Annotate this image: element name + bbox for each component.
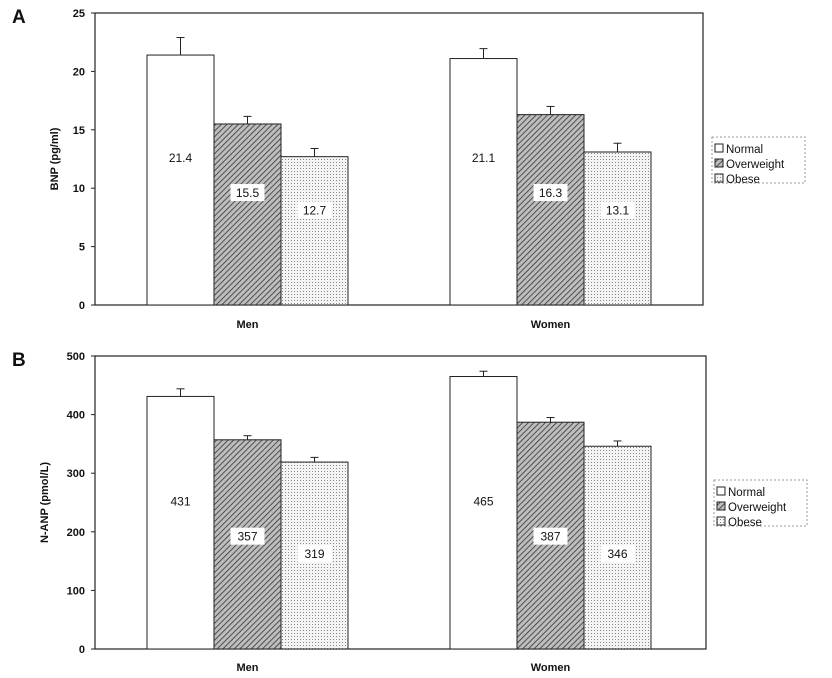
- legend-swatch: [714, 158, 724, 168]
- legend-swatch: [716, 501, 726, 511]
- data-label-bg: [600, 545, 635, 563]
- y-tick-label: 300: [67, 468, 85, 480]
- y-tick-label: 10: [73, 183, 85, 195]
- legend-label: Obese: [726, 174, 760, 186]
- bar-normal-men: 431: [146, 388, 215, 650]
- data-label-bg: [230, 184, 265, 202]
- bar: [516, 114, 585, 306]
- bar: [213, 123, 282, 306]
- data-label: 465: [473, 495, 493, 509]
- legend-label: Obese: [728, 517, 762, 529]
- bar-obese-women: 13.1: [583, 142, 652, 306]
- chart-panel-b: B 0 100 200 300 400 500 N-ANP (pmol/L) Men 431 357…: [12, 350, 808, 674]
- y-tick-label: 25: [73, 8, 85, 20]
- data-label-bg: [230, 527, 265, 545]
- data-label: 21.4: [169, 151, 193, 165]
- data-label-bg: [297, 545, 332, 563]
- y-tick-label: 0: [79, 300, 85, 312]
- legend-label: Overweight: [726, 159, 785, 171]
- data-label-bg: [533, 527, 568, 545]
- bar: [146, 54, 215, 306]
- legend-frame: [711, 136, 806, 184]
- bar-obese-women: 346: [583, 440, 652, 650]
- y-tick-label: 15: [73, 125, 85, 137]
- plot-frame: [94, 12, 704, 306]
- x-category-label: Men: [237, 319, 259, 331]
- legend: Normal Overweight Obese: [713, 479, 808, 529]
- legend: Normal Overweight Obese: [711, 136, 806, 186]
- data-label-bg: [600, 201, 635, 219]
- bar-normal-women: 21.1: [449, 48, 518, 306]
- panel-label: B: [12, 350, 26, 371]
- data-label: 13.1: [606, 204, 630, 218]
- y-tick-label: 400: [67, 410, 85, 422]
- data-label-bg: [297, 201, 332, 219]
- bar: [449, 376, 518, 650]
- y-tick-label: 5: [79, 242, 85, 254]
- data-label: 12.7: [303, 204, 327, 218]
- x-category-label: Women: [531, 319, 571, 331]
- panel-label: A: [12, 7, 26, 28]
- y-tick-label: 500: [67, 351, 85, 363]
- bar-obese-men: 12.7: [280, 147, 349, 306]
- legend-swatch: [716, 516, 726, 526]
- data-label: 21.1: [472, 151, 496, 165]
- plot-frame: [94, 355, 707, 650]
- data-label: 15.5: [236, 186, 260, 200]
- y-axis-label: N-ANP (pmol/L): [39, 462, 51, 543]
- y-tick-label: 100: [67, 585, 85, 597]
- x-category-label: Women: [531, 662, 571, 674]
- data-label: 16.3: [539, 186, 563, 200]
- legend-label: Overweight: [728, 502, 787, 514]
- data-label: 387: [540, 530, 560, 544]
- x-category-label: Men: [237, 662, 259, 674]
- data-label-bg: [533, 184, 568, 202]
- y-axis-label: BNP (pg/ml): [49, 127, 61, 190]
- bar-overweight-women: 387: [516, 417, 585, 650]
- y-tick-label: 0: [79, 644, 85, 656]
- bar-overweight-men: 357: [213, 435, 282, 650]
- bar: [449, 58, 518, 306]
- bar: [280, 156, 349, 306]
- legend-label: Normal: [728, 487, 765, 499]
- legend-swatch: [716, 486, 726, 496]
- legend-swatch: [714, 143, 724, 153]
- bar: [146, 395, 215, 650]
- legend-frame: [713, 479, 808, 527]
- data-label: 431: [170, 495, 190, 509]
- bar-normal-women: 465: [449, 370, 518, 650]
- data-label: 346: [607, 547, 627, 561]
- bar-obese-men: 319: [280, 456, 349, 650]
- bar-overweight-women: 16.3: [516, 105, 585, 306]
- y-tick-label: 20: [73, 66, 85, 78]
- data-label: 319: [304, 547, 324, 561]
- bar-normal-men: 21.4: [146, 37, 215, 306]
- legend-swatch: [714, 173, 724, 183]
- y-tick-label: 200: [67, 527, 85, 539]
- legend-label: Normal: [726, 144, 763, 156]
- bar-overweight-men: 15.5: [213, 115, 282, 306]
- chart-panel-a: A 0 5 10 15 20 25 BNP (pg/ml) Men 21.4 15.5 12.7 Wom…: [12, 7, 806, 331]
- data-label: 357: [237, 530, 257, 544]
- bar: [583, 151, 652, 306]
